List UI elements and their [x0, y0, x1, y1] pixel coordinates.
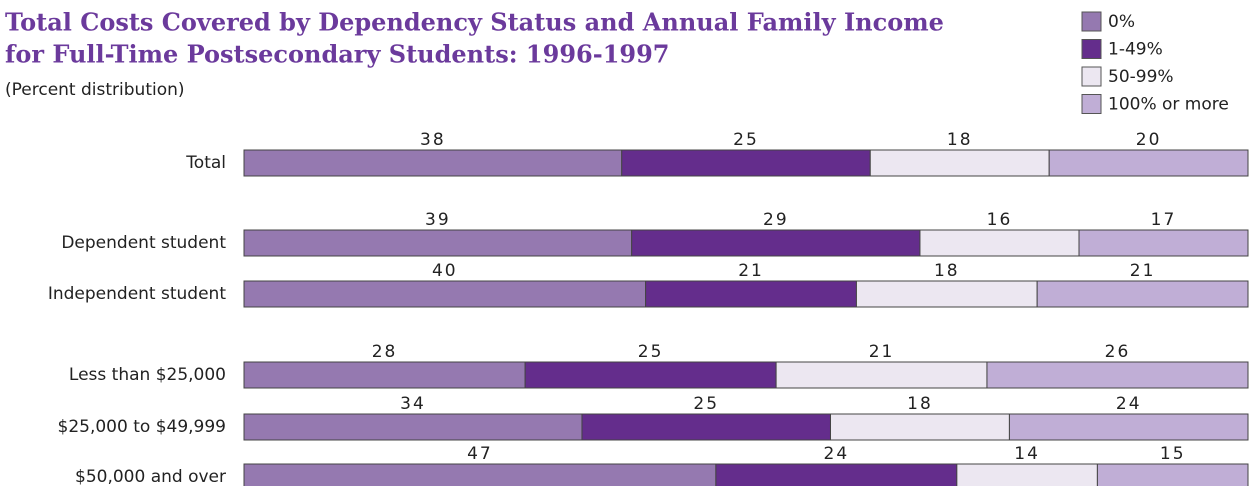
category-label: Dependent student — [61, 233, 226, 253]
chart-subtitle: (Percent distribution) — [5, 80, 185, 100]
value-label: 18 — [934, 261, 960, 281]
value-label: 28 — [372, 342, 398, 362]
category-label: Less than $25,000 — [69, 365, 226, 385]
category-label: Independent student — [48, 284, 226, 304]
value-label: 17 — [1151, 210, 1177, 230]
bar-segment — [869, 149, 1050, 177]
legend-swatch — [1081, 94, 1102, 114]
value-label: 21 — [1130, 261, 1156, 281]
bar-segment — [986, 361, 1249, 389]
value-label: 21 — [869, 342, 895, 362]
bar-segment — [243, 229, 633, 257]
value-label: 34 — [400, 394, 426, 414]
value-label: 25 — [693, 394, 719, 414]
value-label: 40 — [432, 261, 458, 281]
bar-segment — [715, 463, 958, 486]
value-label: 14 — [1014, 444, 1040, 464]
bar-segment — [775, 361, 988, 389]
legend-label: 100% or more — [1108, 95, 1229, 115]
legend-label: 0% — [1108, 12, 1135, 32]
bar-segment — [1048, 149, 1249, 177]
bar-segment — [243, 413, 583, 441]
legend-swatch — [1081, 39, 1102, 59]
legend-label: 50-99% — [1108, 67, 1174, 87]
category-label: Total — [185, 153, 226, 173]
legend-label: 1-49% — [1108, 40, 1163, 60]
value-label: 24 — [824, 444, 850, 464]
bar-segment — [243, 361, 526, 389]
bar-segment — [1096, 463, 1249, 486]
category-label: $50,000 and over — [75, 467, 226, 486]
bar-segment — [855, 280, 1038, 308]
bar-segment — [524, 361, 777, 389]
bar-segment — [243, 280, 647, 308]
value-label: 20 — [1136, 130, 1162, 150]
value-label: 16 — [987, 210, 1013, 230]
category-label: $25,000 to $49,999 — [58, 417, 226, 437]
value-label: 15 — [1160, 444, 1186, 464]
value-label: 18 — [907, 394, 933, 414]
bar-segment — [581, 413, 831, 441]
legend-swatch — [1081, 11, 1102, 32]
value-label: 25 — [638, 342, 664, 362]
value-label: 38 — [420, 130, 446, 150]
value-label: 47 — [467, 444, 493, 464]
chart-title: for Full-Time Postsecondary Students: 19… — [5, 40, 670, 69]
bar-segment — [1078, 229, 1249, 257]
bar-segment — [243, 463, 717, 486]
bar-segment — [919, 229, 1080, 257]
value-label: 18 — [947, 130, 973, 150]
value-label: 24 — [1116, 394, 1142, 414]
bar-segment — [243, 149, 623, 177]
bar-segment — [956, 463, 1098, 486]
bar-segment — [631, 229, 921, 257]
value-label: 25 — [733, 130, 759, 150]
bar-segment — [621, 149, 871, 177]
bar-segment — [1036, 280, 1249, 308]
legend-swatch — [1081, 66, 1102, 87]
value-label: 26 — [1105, 342, 1131, 362]
bar-segment — [645, 280, 857, 308]
chart-title: Total Costs Covered by Dependency Status… — [5, 8, 944, 37]
bar-segment — [1008, 413, 1249, 441]
bar-segment — [829, 413, 1010, 441]
value-label: 21 — [738, 261, 764, 281]
value-label: 39 — [425, 210, 451, 230]
value-label: 29 — [763, 210, 789, 230]
